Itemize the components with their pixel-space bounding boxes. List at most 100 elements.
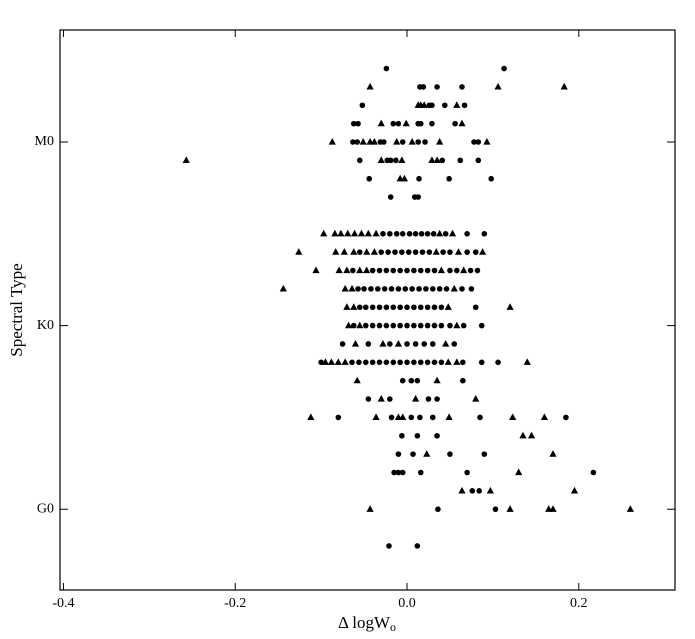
circle-point [369,322,376,329]
triangle-point [328,138,336,145]
circle-point [388,286,395,292]
circle-point [424,231,431,237]
triangle-point [370,138,378,145]
circle-point [472,249,479,255]
circle-point [460,377,466,384]
circle-point [424,267,431,274]
circle-point [454,267,460,274]
triangle-point [370,248,378,255]
circle-point [395,469,402,476]
circle-point [429,286,436,292]
circle-point [408,414,415,421]
circle-point [440,249,446,255]
circle-point [380,231,386,237]
triangle-point [400,174,409,182]
triangle-point [506,505,514,512]
triangle-point [453,321,461,329]
circle-point [459,286,465,292]
triangle-point [379,339,387,347]
triangle-point [351,229,359,237]
circle-point [476,488,482,494]
circle-point [424,359,431,366]
circle-point [439,157,446,164]
circle-point [464,469,470,476]
triangle-point [344,229,352,237]
x-tick-label: -0.4 [52,596,74,611]
circle-point [399,377,406,384]
circle-point [350,139,356,145]
circle-point [416,175,422,182]
circle-point [417,414,423,421]
circle-point [411,267,417,274]
circle-point [421,341,427,347]
circle-point [436,286,443,292]
triangle-point [454,248,463,255]
circle-point [417,469,424,476]
circle-point [411,304,417,311]
triangle-point [366,505,374,512]
circle-point [492,506,499,513]
circle-point [460,359,466,366]
circle-point [397,322,403,329]
circle-point [354,139,360,145]
x-axis-title: Δ logWo [338,613,396,634]
triangle-point [345,321,353,329]
circle-point [431,359,438,366]
circle-point [397,359,403,366]
circle-point [339,341,346,347]
triangle-point [423,450,431,457]
triangle-point [570,486,579,494]
triangle-point [412,395,420,402]
circle-point [431,267,438,274]
circle-point [451,341,458,347]
triangle-point [348,284,356,292]
circle-point [361,286,367,292]
triangle-point [364,229,372,237]
triangle-point [356,321,364,329]
circle-point [383,359,390,366]
circle-point [399,432,405,439]
circle-point [395,286,402,292]
y-tick-label: G0 [37,501,54,516]
circle-point [399,249,405,255]
triangle-point [448,229,457,237]
triangle-point [402,119,410,127]
circle-point [386,543,392,549]
circle-point [417,120,424,127]
circle-point [390,120,397,127]
triangle-point [509,413,517,421]
circle-point [395,451,402,457]
circle-point [369,359,376,366]
circle-point [442,102,448,109]
circle-point [387,194,394,200]
triangle-point [494,82,502,90]
triangle-point [420,101,428,108]
circle-point [431,304,438,311]
circle-point [388,414,395,421]
circle-point [359,102,366,109]
circle-point [414,377,421,384]
circle-point [472,304,479,311]
triangle-point [341,358,349,365]
circle-point [419,249,426,255]
circle-point [417,304,424,311]
circle-point [481,231,488,237]
circle-point [430,231,437,237]
triangle-point [372,229,380,237]
circle-point [563,414,569,421]
circle-point [390,359,397,366]
circle-point [355,120,361,127]
circle-point [399,469,406,476]
circle-point [387,157,394,164]
circle-point [410,451,416,457]
triangle-point [442,339,450,347]
triangle-point [483,138,491,145]
triangle-point [549,450,557,457]
circle-point [474,267,481,274]
triangle-point [350,248,358,255]
circle-point [412,231,419,237]
circle-point [478,322,485,329]
triangle-point [527,431,536,439]
triangle-point [540,413,549,421]
y-tick-label: K0 [37,318,54,333]
